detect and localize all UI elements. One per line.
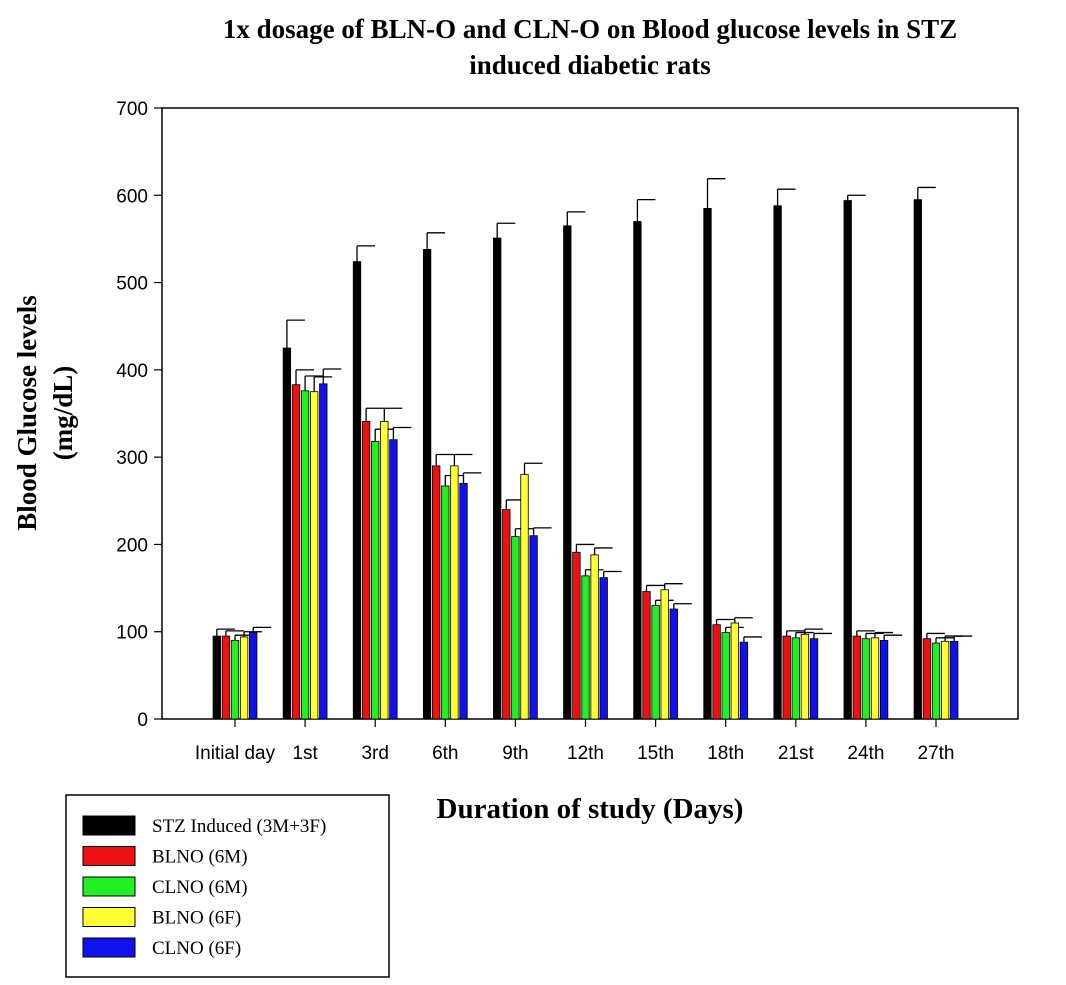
x-tick-label: Initial day <box>195 743 276 764</box>
bar <box>563 225 572 720</box>
bar <box>843 200 852 720</box>
bar <box>879 640 889 720</box>
legend-label: STZ Induced (3M+3F) <box>152 816 326 837</box>
legend-swatch <box>82 876 136 897</box>
legend-label: CLNO (6M) <box>152 877 248 898</box>
y-tick-label: 600 <box>116 186 148 207</box>
legend-label: BLNO (6F) <box>152 908 241 929</box>
x-tick-label: 15th <box>637 743 674 764</box>
chart-title-line1: 1x dosage of BLN-O and CLN-O on Blood gl… <box>222 14 958 44</box>
legend: STZ Induced (3M+3F) BLNO (6M) CLNO (6M) BLN… <box>65 794 390 978</box>
bar <box>660 589 669 720</box>
bars-group <box>212 178 973 720</box>
bar <box>651 605 660 720</box>
bar <box>931 642 941 720</box>
bar <box>852 635 861 720</box>
bar <box>511 536 520 720</box>
y-tick-label: 400 <box>116 361 148 382</box>
legend-items: STZ Induced (3M+3F) BLNO (6M) CLNO (6M) BLN… <box>82 815 326 959</box>
bar <box>422 249 432 720</box>
y-tick-label: 0 <box>137 710 148 731</box>
bar <box>493 237 502 720</box>
legend-label: CLNO (6F) <box>152 938 241 959</box>
bar <box>221 635 231 720</box>
bar <box>459 482 468 720</box>
y-tick-label: 200 <box>116 535 148 556</box>
bar <box>230 640 240 720</box>
x-tick-label: 18th <box>707 743 744 764</box>
x-tick-label: 21st <box>778 743 815 764</box>
bar <box>861 638 871 720</box>
bar <box>441 485 450 720</box>
bar <box>450 465 459 720</box>
bar <box>922 638 932 720</box>
y-tick-label: 100 <box>116 623 148 644</box>
bar <box>712 624 721 720</box>
y-tick-label: 700 <box>116 99 148 120</box>
x-tick-label: 9th <box>502 743 528 764</box>
bar <box>773 205 782 720</box>
plot-frame <box>161 107 1019 720</box>
bar <box>319 383 328 720</box>
bar <box>721 632 730 720</box>
bar <box>913 199 922 720</box>
bar <box>310 391 319 720</box>
x-tick-label: 1st <box>292 743 318 764</box>
chart-title-line2: induced diabetic rats <box>469 50 711 80</box>
y-tick-label: 300 <box>116 448 148 469</box>
bar <box>432 465 441 720</box>
bar <box>380 420 389 720</box>
bar <box>581 575 590 720</box>
bar <box>352 261 362 720</box>
x-axis-title: Duration of study (Days) <box>437 793 744 825</box>
bar <box>300 390 310 720</box>
x-tick-label: 24th <box>847 743 884 764</box>
x-tick-label: 27th <box>918 743 955 764</box>
bar <box>730 622 739 720</box>
bar <box>642 591 651 720</box>
y-axis-title-line1: Blood Glucose levels <box>12 295 42 531</box>
bar <box>249 632 258 720</box>
bar <box>371 441 380 720</box>
bar <box>703 207 712 720</box>
x-tick-label: 6th <box>432 743 458 764</box>
bar <box>870 637 880 720</box>
legend-label: BLNO (6M) <box>152 847 248 868</box>
bar <box>502 509 511 720</box>
legend-swatch <box>82 815 136 836</box>
legend-swatch <box>82 907 136 927</box>
legend-swatch <box>82 937 136 958</box>
bar <box>940 640 950 720</box>
bar <box>572 551 581 720</box>
x-tick-label: 3rd <box>361 743 388 764</box>
x-tick-label: 12th <box>567 743 604 764</box>
bar <box>599 577 608 720</box>
bar <box>239 636 249 720</box>
bar <box>529 535 538 720</box>
bar <box>590 554 599 720</box>
bar <box>669 608 678 720</box>
x-axis: Initial day 1st 3rd 6th 9th 12th 15th 18th 21st 2… <box>195 719 955 764</box>
bar <box>800 633 810 720</box>
y-axis: 0 100 200 300 400 500 600 700 <box>116 99 162 731</box>
bar <box>633 221 642 720</box>
bar <box>782 635 791 720</box>
y-axis-title-line2: (mg/dL) <box>48 366 78 461</box>
bar <box>950 640 959 720</box>
bar <box>809 638 819 720</box>
bar <box>791 637 800 720</box>
bar <box>282 347 292 720</box>
bar <box>389 439 398 720</box>
bar <box>739 641 749 720</box>
bar <box>520 474 529 720</box>
bar <box>361 420 371 720</box>
bar <box>291 384 301 720</box>
legend-swatch <box>82 846 136 866</box>
y-tick-label: 500 <box>116 274 148 295</box>
bar <box>212 635 221 720</box>
